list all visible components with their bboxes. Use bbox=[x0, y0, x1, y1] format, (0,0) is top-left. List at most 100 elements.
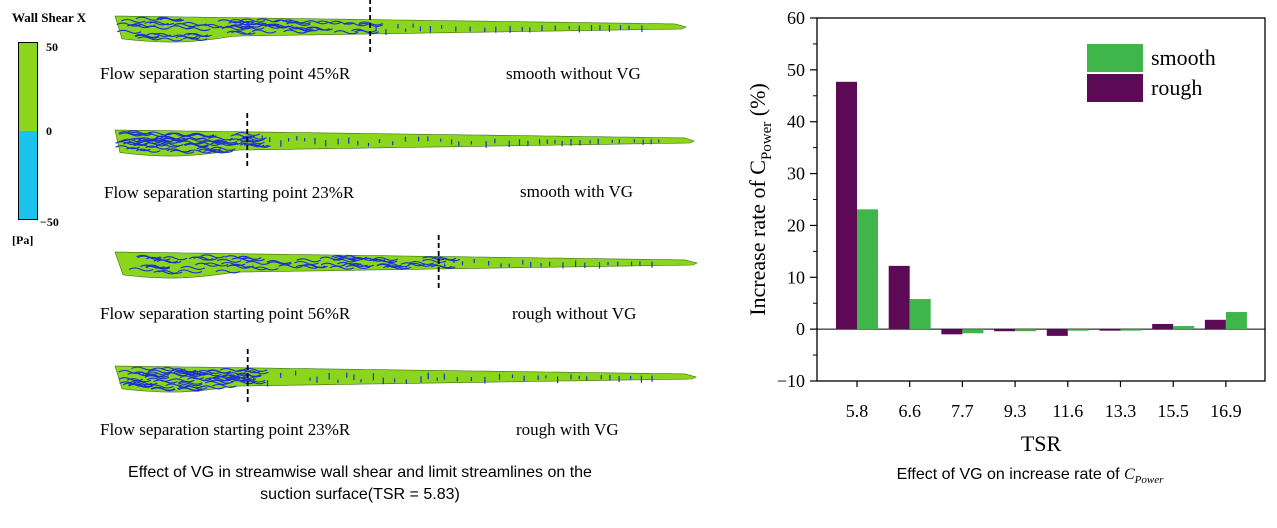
bar-rough bbox=[1204, 319, 1226, 330]
bar-smooth bbox=[1225, 312, 1247, 330]
bar-smooth bbox=[1015, 329, 1037, 332]
streamline bbox=[286, 20, 311, 25]
streamline bbox=[385, 263, 410, 268]
streamline bbox=[230, 380, 256, 385]
streamline bbox=[177, 382, 203, 387]
streamline bbox=[118, 377, 143, 382]
streamline bbox=[118, 132, 144, 137]
streamline bbox=[267, 261, 292, 266]
blade-1 bbox=[114, 0, 687, 53]
streamline bbox=[135, 139, 160, 144]
streamline bbox=[212, 376, 237, 381]
streamline bbox=[253, 266, 279, 271]
streamline bbox=[273, 19, 299, 24]
streamline bbox=[257, 24, 283, 29]
right-footer-symbol: C bbox=[1123, 466, 1135, 483]
streamline bbox=[422, 258, 447, 264]
streamline bbox=[231, 30, 256, 35]
streamline bbox=[149, 384, 174, 389]
streamline bbox=[196, 369, 222, 375]
y-tick-label: 50 bbox=[787, 60, 805, 80]
streamline bbox=[133, 381, 158, 386]
streamline bbox=[200, 254, 225, 259]
streamline bbox=[372, 259, 398, 264]
streamline bbox=[133, 143, 159, 148]
streamline bbox=[155, 143, 181, 148]
streamline bbox=[151, 137, 177, 142]
streamline bbox=[116, 29, 142, 34]
right-footer: Effect of VG on increase rate of CPower bbox=[800, 466, 1260, 486]
streamline bbox=[351, 28, 376, 33]
y-axis-label-main: Increase rate of C bbox=[745, 160, 770, 316]
streamline bbox=[301, 263, 326, 269]
streamline bbox=[266, 260, 292, 265]
blade-1-caption: Flow separation starting point 45%R bbox=[100, 64, 351, 83]
streamline bbox=[295, 27, 320, 32]
blade-surface bbox=[114, 129, 695, 157]
streamline bbox=[349, 263, 375, 268]
streamline bbox=[431, 264, 456, 269]
streamline bbox=[431, 256, 457, 261]
streamline bbox=[212, 383, 237, 389]
legend-swatch-rough bbox=[1087, 74, 1143, 102]
bar-rough bbox=[836, 81, 857, 330]
streamline bbox=[234, 21, 260, 26]
streamline bbox=[295, 264, 321, 269]
streamline bbox=[165, 383, 190, 388]
bar-rough bbox=[888, 265, 910, 330]
streamline bbox=[149, 21, 174, 26]
blade-3-caption: Flow separation starting point 56%R bbox=[100, 304, 351, 323]
streamline bbox=[187, 377, 212, 382]
y-axis-label-subscript: Power bbox=[759, 122, 775, 160]
colorbar-tick-max: 50 bbox=[46, 40, 58, 54]
streamline bbox=[179, 140, 204, 145]
streamline bbox=[135, 16, 161, 21]
streamline bbox=[224, 374, 249, 379]
bar-rough bbox=[941, 329, 963, 335]
bar-smooth bbox=[1067, 329, 1089, 331]
y-tick-label: 10 bbox=[787, 267, 805, 287]
streamline bbox=[182, 36, 208, 41]
streamline bbox=[408, 262, 433, 267]
blade-2-caption: Flow separation starting point 23%R bbox=[104, 183, 355, 202]
y-tick-label: −10 bbox=[777, 371, 805, 391]
colorbar-unit: [Pa] bbox=[12, 233, 34, 247]
streamline bbox=[197, 372, 222, 377]
streamline bbox=[204, 377, 230, 382]
streamline bbox=[158, 37, 183, 42]
streamline bbox=[202, 140, 227, 145]
streamline bbox=[144, 375, 170, 380]
streamline bbox=[217, 19, 243, 24]
streamline bbox=[304, 20, 329, 25]
streamline bbox=[214, 141, 239, 146]
streamline bbox=[177, 372, 202, 378]
streamline bbox=[345, 264, 371, 270]
streamline bbox=[236, 369, 261, 374]
streamline bbox=[376, 263, 401, 268]
streamline bbox=[162, 256, 188, 261]
streamline bbox=[237, 255, 262, 260]
y-axis-label-unit: (%) bbox=[745, 83, 770, 121]
blade-4 bbox=[114, 349, 697, 403]
streamline bbox=[183, 32, 209, 37]
streamline bbox=[229, 18, 255, 24]
streamline bbox=[224, 255, 250, 260]
streamline bbox=[187, 149, 213, 154]
streamline bbox=[170, 378, 195, 383]
streamline bbox=[329, 20, 355, 25]
bar-smooth bbox=[1173, 326, 1195, 330]
streamline bbox=[173, 23, 199, 28]
streamline bbox=[160, 366, 186, 372]
streamline bbox=[373, 256, 399, 262]
streamline bbox=[231, 376, 257, 381]
streamline bbox=[178, 384, 203, 389]
streamline bbox=[195, 262, 220, 267]
streamline bbox=[132, 371, 158, 376]
streamline bbox=[240, 18, 266, 23]
streamline bbox=[163, 137, 189, 142]
streamline bbox=[320, 262, 346, 267]
streamline bbox=[153, 259, 179, 264]
x-axis-label: TSR bbox=[1021, 431, 1062, 456]
streamline bbox=[151, 367, 177, 372]
y-tick-label: 60 bbox=[787, 8, 805, 28]
